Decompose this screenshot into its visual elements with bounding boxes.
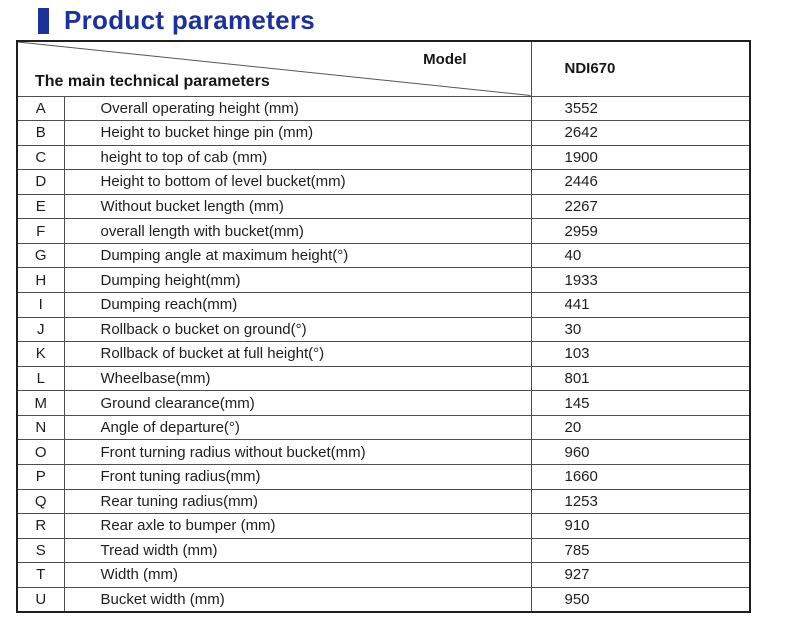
row-letter: T	[16, 562, 65, 588]
table-row: P Front tuning radius(mm) 1660	[16, 463, 751, 490]
row-letter: E	[16, 193, 65, 220]
row-parameter: Front turning radius without bucket(mm)	[63, 439, 532, 465]
table-row: K Rollback of bucket at full height(°) 103	[16, 341, 751, 367]
row-value: 950	[530, 586, 751, 613]
row-value: 40	[530, 242, 751, 269]
row-parameter: Dumping reach(mm)	[63, 292, 532, 318]
row-letter: K	[16, 341, 65, 367]
row-parameter: Dumping height(mm)	[63, 267, 532, 293]
diagonal-divider-line	[18, 42, 531, 96]
row-value: 2446	[530, 169, 751, 195]
row-letter: I	[16, 292, 65, 318]
row-letter: U	[16, 586, 65, 613]
table-row: T Width (mm) 927	[16, 562, 751, 588]
diagonal-header-cell: Model The main technical parameters	[16, 40, 532, 97]
table-row: R Rear axle to bumper (mm) 910	[16, 513, 751, 539]
row-parameter: Angle of departure(°)	[63, 414, 532, 441]
row-value: 103	[530, 341, 751, 367]
table-row: I Dumping reach(mm) 441	[16, 292, 751, 318]
row-parameter: Rollback o bucket on ground(°)	[63, 316, 532, 343]
row-value: 910	[530, 513, 751, 539]
row-letter: C	[16, 144, 65, 171]
row-parameter: Height to bucket hinge pin (mm)	[63, 120, 532, 146]
table-row: D Height to bottom of level bucket(mm) 244…	[16, 169, 751, 195]
row-parameter: Ground clearance(mm)	[63, 390, 532, 416]
row-value: 145	[530, 390, 751, 416]
row-value: 801	[530, 365, 751, 392]
row-value: 927	[530, 562, 751, 588]
table-row: O Front turning radius without bucket(mm)…	[16, 439, 751, 465]
table-row: Q Rear tuning radius(mm) 1253	[16, 488, 751, 515]
row-value: 2959	[530, 218, 751, 244]
row-value: 441	[530, 292, 751, 318]
row-letter: D	[16, 169, 65, 195]
page-header: Product parameters	[38, 5, 315, 36]
row-letter: Q	[16, 488, 65, 515]
table-row: N Angle of departure(°) 20	[16, 414, 751, 441]
row-parameter: Tread width (mm)	[63, 537, 532, 564]
row-parameter: Overall operating height (mm)	[63, 95, 532, 122]
row-parameter: Without bucket length (mm)	[63, 193, 532, 220]
row-letter: F	[16, 218, 65, 244]
main-parameters-header-label: The main technical parameters	[35, 72, 270, 90]
row-value: 1933	[530, 267, 751, 293]
model-name-header: NDI670	[530, 40, 751, 97]
parameters-table: Model The main technical parameters NDI6…	[16, 40, 751, 613]
row-parameter: Bucket width (mm)	[63, 586, 532, 613]
table-header-row: Model The main technical parameters NDI6…	[16, 40, 751, 97]
row-value: 3552	[530, 95, 751, 122]
table-row: J Rollback o bucket on ground(°) 30	[16, 316, 751, 343]
row-letter: H	[16, 267, 65, 293]
row-letter: N	[16, 414, 65, 441]
title-accent-bar	[38, 7, 49, 34]
table-row: B Height to bucket hinge pin (mm) 2642	[16, 120, 751, 146]
row-parameter: Rear tuning radius(mm)	[63, 488, 532, 515]
row-letter: S	[16, 537, 65, 564]
row-parameter: Rear axle to bumper (mm)	[63, 513, 532, 539]
row-letter: G	[16, 242, 65, 269]
table-row: L Wheelbase(mm) 801	[16, 365, 751, 392]
table-row: A Overall operating height (mm) 3552	[16, 95, 751, 122]
table-row: E Without bucket length (mm) 2267	[16, 193, 751, 220]
row-letter: A	[16, 95, 65, 122]
row-value: 2642	[530, 120, 751, 146]
table-row: S Tread width (mm) 785	[16, 537, 751, 564]
page-title: Product parameters	[64, 5, 316, 35]
row-value: 2267	[530, 193, 751, 220]
row-letter: P	[16, 463, 65, 490]
row-parameter: Width (mm)	[63, 562, 532, 588]
row-letter: O	[16, 439, 65, 465]
row-parameter: Rollback of bucket at full height(°)	[63, 341, 532, 367]
row-letter: R	[16, 513, 65, 539]
row-parameter: Wheelbase(mm)	[63, 365, 532, 392]
table-row: U Bucket width (mm) 950	[16, 586, 751, 613]
table-row: H Dumping height(mm) 1933	[16, 267, 751, 293]
table-row: M Ground clearance(mm) 145	[16, 390, 751, 416]
row-value: 960	[530, 439, 751, 465]
row-value: 1900	[530, 144, 751, 171]
row-value: 785	[530, 537, 751, 564]
row-parameter: Front tuning radius(mm)	[63, 463, 532, 490]
row-letter: L	[16, 365, 65, 392]
row-letter: M	[16, 390, 65, 416]
row-value: 20	[530, 414, 751, 441]
row-letter: J	[16, 316, 65, 343]
model-header-label: Model	[423, 51, 467, 68]
row-value: 1660	[530, 463, 751, 490]
row-parameter: height to top of cab (mm)	[63, 144, 532, 171]
row-parameter: Dumping angle at maximum height(°)	[63, 242, 532, 269]
row-letter: B	[16, 120, 65, 146]
parameters-table-body: A Overall operating height (mm) 3552 B Heigh…	[16, 95, 751, 613]
row-parameter: Height to bottom of level bucket(mm)	[63, 169, 532, 195]
table-row: G Dumping angle at maximum height(°) 40	[16, 242, 751, 269]
row-parameter: overall length with bucket(mm)	[63, 218, 532, 244]
row-value: 30	[530, 316, 751, 343]
row-value: 1253	[530, 488, 751, 515]
